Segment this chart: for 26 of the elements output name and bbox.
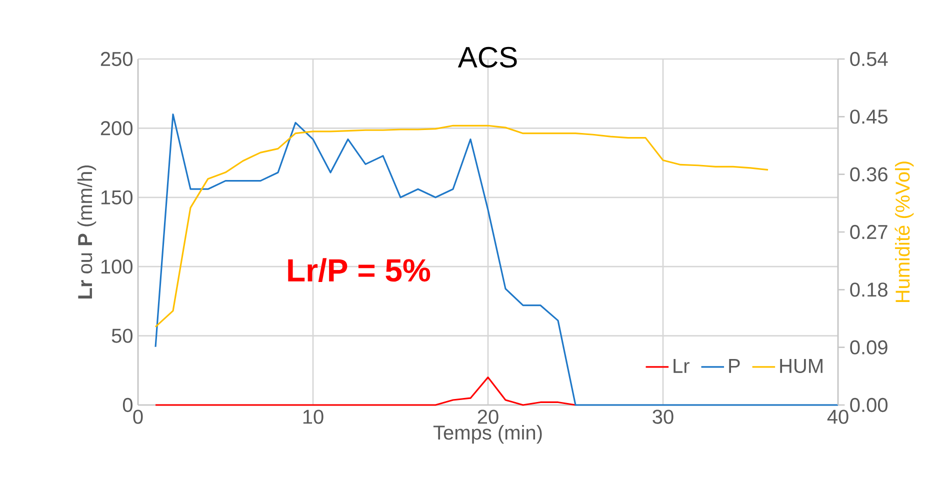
x-axis-title: Temps (min) [433,425,542,444]
y-tick-label: 150 [101,190,132,204]
y2-tick-label: 0.54 [850,52,888,66]
x-tick-label: 10 [303,410,324,424]
y2-tick-label: 0.45 [850,110,888,124]
y2-tick-label: 0.36 [850,167,888,182]
y-tick-label: 100 [101,260,132,274]
x-tick-label: 30 [652,410,674,424]
y-tick-label: 50 [112,328,132,343]
y-tick-label: 200 [100,121,132,136]
y2-tick-label: 0.27 [850,224,888,240]
y-axis-title: Lr ou P (mm/h) [77,165,96,298]
y2-axis-title: Humidité (%Vol) [894,162,914,302]
y2-tick-label: 0.09 [850,340,888,354]
legend-label: HUM [780,359,822,374]
x-tick-label: 20 [478,410,498,424]
y-tick-label: 0 [122,398,133,412]
legend-label: P [729,359,740,373]
annotation: Lr/P = 5% [288,258,430,282]
legend-label: Lr [674,359,690,373]
x-tick-label: 40 [827,410,848,424]
y-tick-label: 250 [100,52,132,66]
y2-tick-label: 0.18 [850,282,888,297]
y2-tick-label: 0.00 [850,398,888,412]
x-tick-label: 0 [133,410,143,424]
chart-title: ACS [458,46,517,68]
